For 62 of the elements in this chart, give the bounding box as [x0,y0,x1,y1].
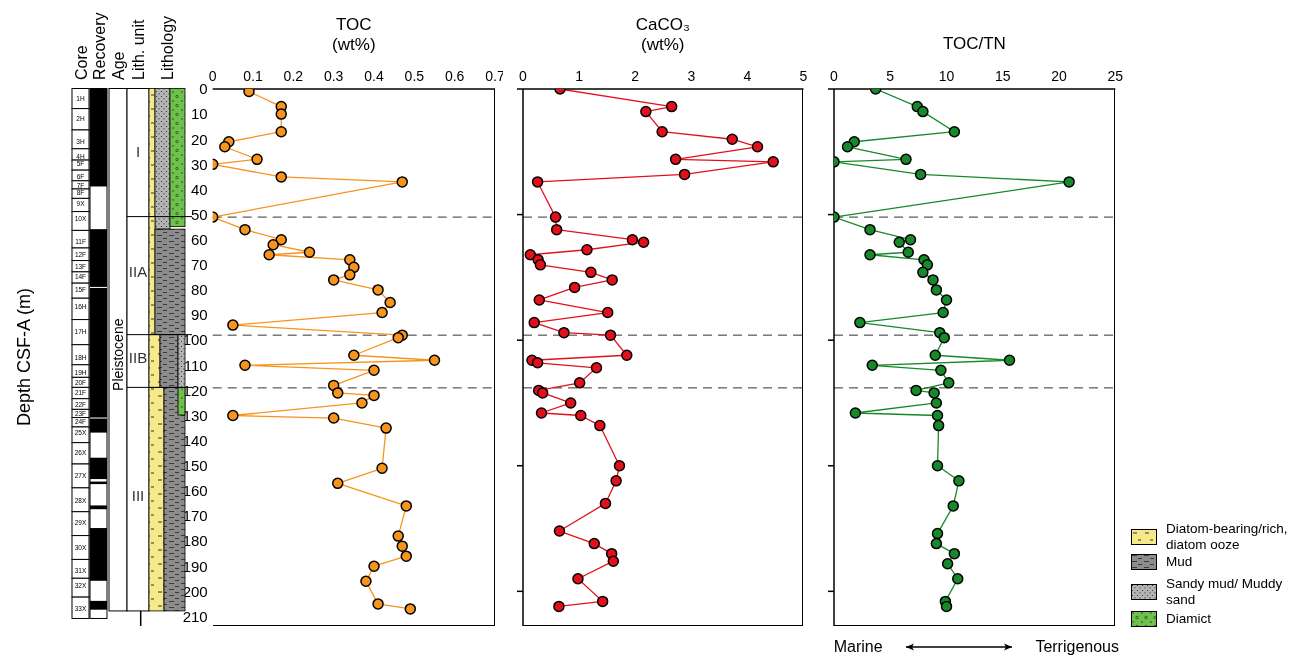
y-tick-label: 190 [182,557,208,575]
text: I [135,142,141,160]
x-tick-label: 2 [630,67,639,84]
text: IIA [128,263,148,281]
text: Diatom-bearing/rich, diatom ooze [1166,521,1289,553]
x-tick-label: 5 [886,67,895,84]
y-tick-label: 180 [182,531,208,549]
x-tick-label: 4 [743,67,751,84]
y-tick-label: 120 [182,381,208,399]
y-tick-label: 160 [182,481,208,499]
y-tick-label: 90 [191,305,208,323]
x-tick-label: 10 [938,67,955,84]
text: Lithology [159,15,176,80]
y-tick-label: 70 [191,255,208,273]
y-tick-label: 140 [182,431,208,449]
x-axis-title: (wt%) [331,35,377,55]
x-tick-label: 25 [1107,67,1123,84]
x-tick-label: 5 [799,67,808,84]
chart-title: TOC/TN [941,34,1007,54]
x-tick-label: 0 [518,67,527,84]
x-axis-title: (wt%) [640,35,686,55]
x-tick-label: 20 [1050,67,1067,84]
y-tick-label: 130 [182,406,208,424]
y-tick-label: 10 [191,104,208,122]
y-tick-label: 200 [182,582,208,600]
text: Mud [1166,554,1194,570]
text: Age [110,51,127,80]
x-tick-label: 0 [829,67,838,84]
y-tick-label: 170 [182,506,208,524]
y-tick-label: 210 [182,607,208,625]
x-tick-label: 1 [574,67,583,84]
text: Marine [833,638,883,656]
y-tick-label: 110 [183,356,208,374]
y-tick-label: 40 [191,180,208,198]
y-tick-label: 80 [191,280,208,298]
text: III [131,486,145,504]
x-tick-label: 0.2 [283,67,304,84]
y-tick-label: 0 [199,79,208,97]
y-tick-label: 100 [182,330,208,348]
x-tick-label: 0.5 [404,67,425,84]
x-tick-label: 0.6 [444,67,465,84]
text: IIB [128,348,148,366]
x-tick-label: 0.3 [323,67,344,84]
x-tick-label: 15 [994,67,1011,84]
text: Lith. unit [130,18,147,80]
y-axis-title: Depth CSF-A (m) [13,288,35,427]
y-tick-label: 30 [191,155,208,173]
text: Core [72,45,90,80]
text: Sandy mud/ Muddy sand [1166,576,1284,608]
text: Terrigenous [1035,638,1119,656]
text: Pleistocene [110,318,126,391]
y-tick-label: 150 [182,456,208,474]
chart-title: CaCO₃ [634,15,691,35]
y-tick-label: 20 [191,130,208,148]
x-tick-label: 0.4 [364,67,384,84]
y-tick-label: 60 [191,230,208,248]
y-tick-label: 50 [191,205,208,223]
text: Recovery [90,12,108,80]
text: Diamict [1166,611,1212,627]
x-tick-label: 3 [686,67,695,84]
chart-title: TOC [335,15,373,35]
x-tick-label: 0.1 [243,67,263,84]
